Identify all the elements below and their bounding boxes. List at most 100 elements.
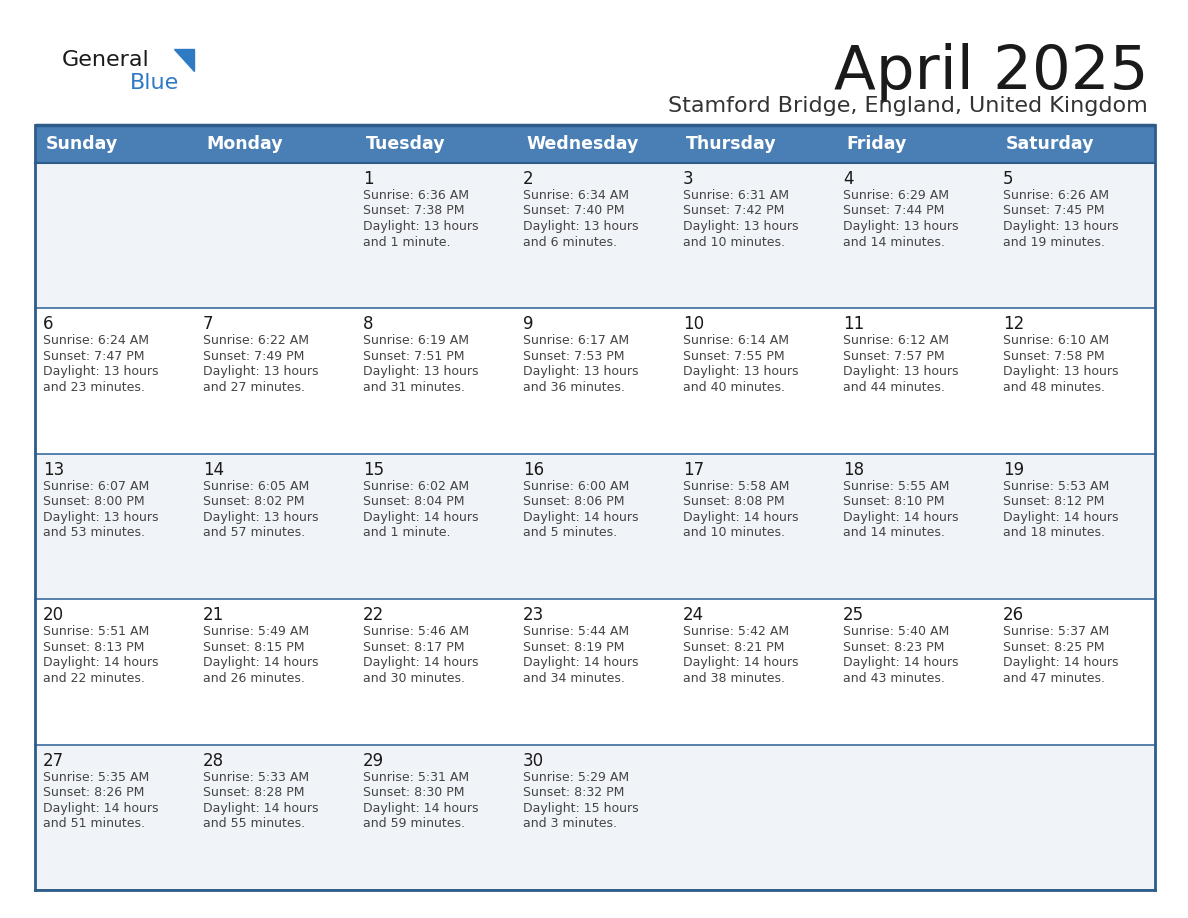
Text: 19: 19 (1003, 461, 1024, 479)
Text: Daylight: 14 hours: Daylight: 14 hours (843, 510, 959, 524)
Bar (516, 599, 675, 744)
Text: 23: 23 (523, 606, 544, 624)
Text: and 36 minutes.: and 36 minutes. (523, 381, 625, 394)
Bar (675, 163, 835, 308)
Text: Tuesday: Tuesday (366, 135, 446, 153)
Text: Daylight: 13 hours: Daylight: 13 hours (843, 220, 959, 233)
Text: Sunrise: 5:46 AM: Sunrise: 5:46 AM (364, 625, 469, 638)
Bar (835, 744, 996, 890)
Text: 20: 20 (43, 606, 64, 624)
Text: 7: 7 (203, 316, 214, 333)
Text: Sunrise: 5:42 AM: Sunrise: 5:42 AM (683, 625, 789, 638)
Bar (195, 125, 355, 163)
Text: and 55 minutes.: and 55 minutes. (203, 817, 305, 830)
Text: Sunset: 8:13 PM: Sunset: 8:13 PM (43, 641, 145, 654)
Text: 10: 10 (683, 316, 704, 333)
Text: Daylight: 13 hours: Daylight: 13 hours (364, 365, 479, 378)
Text: Sunset: 8:00 PM: Sunset: 8:00 PM (43, 496, 145, 509)
Text: Daylight: 13 hours: Daylight: 13 hours (203, 365, 318, 378)
Bar (996, 744, 1155, 890)
Text: Sunrise: 6:10 AM: Sunrise: 6:10 AM (1003, 334, 1110, 347)
Text: 4: 4 (843, 170, 853, 188)
Text: Thursday: Thursday (687, 135, 777, 153)
Text: and 10 minutes.: and 10 minutes. (683, 526, 785, 539)
Text: Sunset: 7:49 PM: Sunset: 7:49 PM (203, 350, 304, 363)
Text: Sunrise: 5:31 AM: Sunrise: 5:31 AM (364, 770, 469, 784)
Text: Sunrise: 5:29 AM: Sunrise: 5:29 AM (523, 770, 630, 784)
Text: Daylight: 14 hours: Daylight: 14 hours (843, 656, 959, 669)
Text: 30: 30 (523, 752, 544, 769)
Text: April 2025: April 2025 (834, 43, 1148, 102)
Bar (355, 125, 516, 163)
Bar (34, 125, 195, 163)
Text: Sunset: 7:44 PM: Sunset: 7:44 PM (843, 205, 944, 218)
Text: Daylight: 15 hours: Daylight: 15 hours (523, 801, 639, 814)
Text: and 57 minutes.: and 57 minutes. (203, 526, 305, 539)
Text: Sunrise: 6:17 AM: Sunrise: 6:17 AM (523, 334, 630, 347)
Bar (835, 308, 996, 453)
Text: Sunrise: 5:35 AM: Sunrise: 5:35 AM (43, 770, 150, 784)
Text: Sunset: 7:55 PM: Sunset: 7:55 PM (683, 350, 784, 363)
Text: General: General (62, 50, 150, 70)
Text: 15: 15 (364, 461, 384, 479)
Bar (835, 125, 996, 163)
Text: 16: 16 (523, 461, 544, 479)
Text: Daylight: 14 hours: Daylight: 14 hours (43, 801, 158, 814)
Bar (516, 744, 675, 890)
Text: and 48 minutes.: and 48 minutes. (1003, 381, 1105, 394)
Text: Sunset: 8:06 PM: Sunset: 8:06 PM (523, 496, 625, 509)
Text: Daylight: 13 hours: Daylight: 13 hours (364, 220, 479, 233)
Text: Daylight: 14 hours: Daylight: 14 hours (523, 510, 638, 524)
Bar (355, 744, 516, 890)
Bar (996, 308, 1155, 453)
Text: Monday: Monday (207, 135, 283, 153)
Text: 2: 2 (523, 170, 533, 188)
Text: Daylight: 14 hours: Daylight: 14 hours (523, 656, 638, 669)
Text: Sunset: 7:47 PM: Sunset: 7:47 PM (43, 350, 145, 363)
Bar (34, 453, 195, 599)
Bar (675, 125, 835, 163)
Text: Sunrise: 6:36 AM: Sunrise: 6:36 AM (364, 189, 469, 202)
Text: and 5 minutes.: and 5 minutes. (523, 526, 617, 539)
Text: 5: 5 (1003, 170, 1013, 188)
Text: Sunrise: 5:49 AM: Sunrise: 5:49 AM (203, 625, 309, 638)
Text: Daylight: 14 hours: Daylight: 14 hours (364, 656, 479, 669)
Text: Daylight: 14 hours: Daylight: 14 hours (683, 510, 798, 524)
Text: 3: 3 (683, 170, 694, 188)
Text: Blue: Blue (129, 73, 179, 93)
Text: Sunset: 7:51 PM: Sunset: 7:51 PM (364, 350, 465, 363)
Text: and 22 minutes.: and 22 minutes. (43, 672, 145, 685)
Text: Sunrise: 6:12 AM: Sunrise: 6:12 AM (843, 334, 949, 347)
Text: and 23 minutes.: and 23 minutes. (43, 381, 145, 394)
Text: Daylight: 13 hours: Daylight: 13 hours (843, 365, 959, 378)
Bar (996, 125, 1155, 163)
Text: 27: 27 (43, 752, 64, 769)
Text: Sunrise: 6:22 AM: Sunrise: 6:22 AM (203, 334, 309, 347)
Text: Sunrise: 6:31 AM: Sunrise: 6:31 AM (683, 189, 789, 202)
Text: 17: 17 (683, 461, 704, 479)
Text: Daylight: 14 hours: Daylight: 14 hours (43, 656, 158, 669)
Text: Daylight: 13 hours: Daylight: 13 hours (203, 510, 318, 524)
Text: Sunrise: 5:44 AM: Sunrise: 5:44 AM (523, 625, 630, 638)
Bar (195, 744, 355, 890)
Text: Sunday: Sunday (46, 135, 119, 153)
Bar (195, 453, 355, 599)
Text: Sunset: 8:26 PM: Sunset: 8:26 PM (43, 786, 145, 799)
Bar (355, 453, 516, 599)
Text: Daylight: 13 hours: Daylight: 13 hours (523, 365, 638, 378)
Text: Sunset: 8:28 PM: Sunset: 8:28 PM (203, 786, 304, 799)
Text: Sunset: 8:02 PM: Sunset: 8:02 PM (203, 496, 304, 509)
Text: and 30 minutes.: and 30 minutes. (364, 672, 465, 685)
Polygon shape (173, 49, 194, 71)
Text: and 31 minutes.: and 31 minutes. (364, 381, 465, 394)
Bar (996, 599, 1155, 744)
Text: Sunrise: 6:29 AM: Sunrise: 6:29 AM (843, 189, 949, 202)
Text: 28: 28 (203, 752, 225, 769)
Text: Sunset: 8:08 PM: Sunset: 8:08 PM (683, 496, 784, 509)
Text: Sunset: 8:19 PM: Sunset: 8:19 PM (523, 641, 625, 654)
Text: and 18 minutes.: and 18 minutes. (1003, 526, 1105, 539)
Text: Daylight: 14 hours: Daylight: 14 hours (203, 656, 318, 669)
Text: 1: 1 (364, 170, 373, 188)
Text: Saturday: Saturday (1006, 135, 1094, 153)
Text: Sunrise: 5:40 AM: Sunrise: 5:40 AM (843, 625, 949, 638)
